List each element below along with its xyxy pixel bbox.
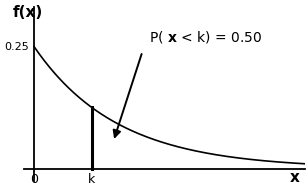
Text: P( $\mathbf{x}$ < k) = 0.50: P( $\mathbf{x}$ < k) = 0.50 (149, 29, 262, 45)
Text: x: x (290, 170, 300, 185)
Text: P(: P( (0, 190, 1, 191)
Text: f(x): f(x) (13, 5, 43, 20)
